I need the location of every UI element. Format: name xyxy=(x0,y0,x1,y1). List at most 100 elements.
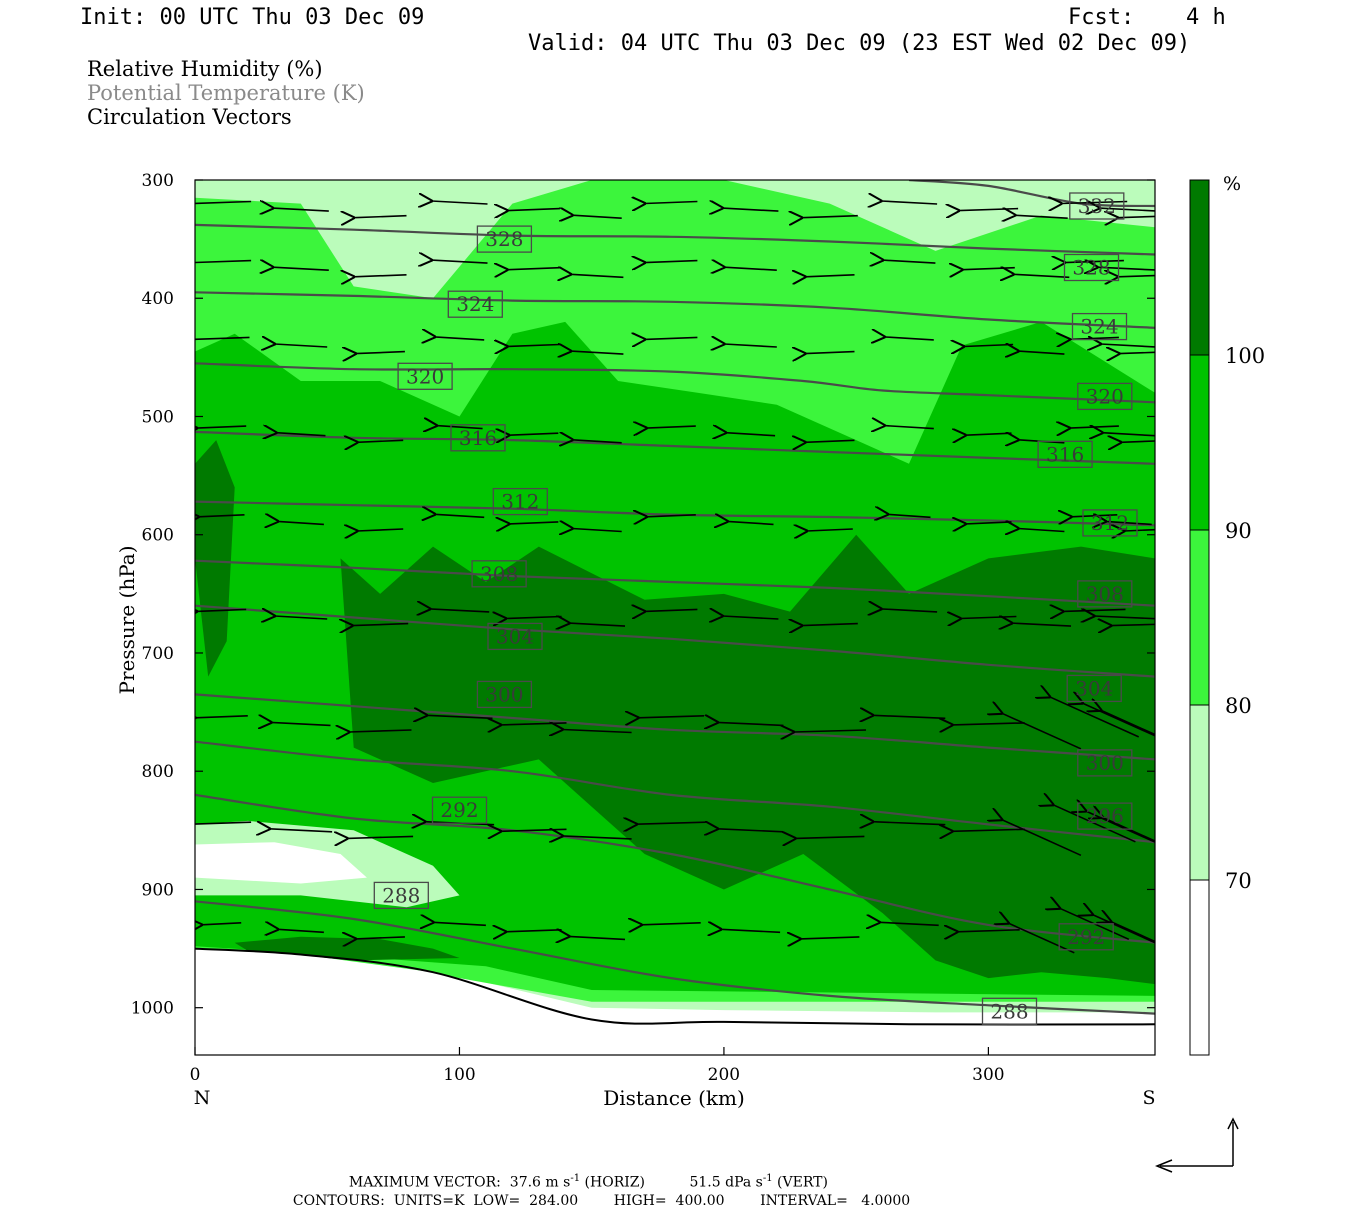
contour-label-text: 304 xyxy=(496,624,534,648)
contour-label-316: 316 xyxy=(450,424,506,452)
vector-arrow xyxy=(507,268,560,270)
vector-arrow xyxy=(638,716,705,718)
contour-label-text: 304 xyxy=(1075,676,1113,700)
vector-arrow xyxy=(427,715,493,718)
contour-label-332: 332 xyxy=(1069,192,1125,220)
contour-label-308: 308 xyxy=(1077,580,1133,608)
field-label-vectors: Circulation Vectors xyxy=(87,105,292,129)
x-tick-label: 300 xyxy=(972,1065,1004,1085)
vector-arrow xyxy=(269,829,333,832)
valid-time: Valid: 04 UTC Thu 03 Dec 09 (23 EST Wed … xyxy=(528,31,1191,56)
vector-arrow xyxy=(273,208,329,211)
max-vector-horiz-tag: (HORIZ) xyxy=(584,1174,645,1191)
vector-arrow xyxy=(271,722,331,725)
contour-label-328: 328 xyxy=(1063,253,1120,282)
vector-arrow xyxy=(569,936,626,939)
contour-label-296: 296 xyxy=(1077,802,1133,830)
vector-arrow xyxy=(572,215,622,218)
contour-label-324: 324 xyxy=(447,290,503,318)
vector-arrow xyxy=(354,275,407,277)
max-vector-vert-value: 51.5 xyxy=(689,1174,721,1191)
colorbar-frame xyxy=(1189,179,1210,1056)
y-tick-label: 400 xyxy=(142,289,174,309)
vector-arrow xyxy=(355,352,405,354)
rh-colorbar: 70 80 90 100% xyxy=(1189,173,1265,1056)
vector-arrow xyxy=(965,433,1012,435)
x-end-label-south: S xyxy=(1142,1087,1155,1109)
vector-arrow xyxy=(197,609,247,611)
colorbar-label: 90 xyxy=(1225,519,1252,543)
vector-arrow xyxy=(435,514,485,517)
theta-contour-288 xyxy=(195,900,1155,1015)
vector-arrow xyxy=(641,923,701,925)
contour-labels: 332 328 324 324 320 320 316 316 312 312 308 308 304 3… xyxy=(373,192,1138,1025)
vector-arrow xyxy=(355,937,405,939)
vector-arrow xyxy=(1119,352,1155,354)
contour-label-text: 324 xyxy=(1080,315,1118,339)
vector-arrow xyxy=(354,216,407,218)
contour-label-292: 292 xyxy=(1058,923,1114,951)
contour-label-text: 308 xyxy=(480,562,518,586)
max-vector-horiz-unit: m s xyxy=(545,1174,571,1191)
contour-label-288: 288 xyxy=(981,997,1038,1025)
contour-label-288: 288 xyxy=(373,881,429,910)
vector-arrow xyxy=(795,836,865,838)
colorbar-segment xyxy=(1190,355,1209,530)
vector-arrow xyxy=(349,730,412,732)
vector-arrow xyxy=(1106,521,1152,524)
vector-arrow xyxy=(357,440,404,442)
vector-arrow xyxy=(276,433,326,436)
vector-arrow xyxy=(879,922,939,925)
vector-arrow xyxy=(509,433,559,435)
vector-arrow xyxy=(965,522,1012,524)
vector-arrow xyxy=(278,929,324,932)
vector-arrow xyxy=(881,609,938,612)
vector-arrow xyxy=(1103,817,1155,842)
max-vector-line: MAXIMUM VECTOR: 37.6 m s-1 (HORIZ) 51.5 … xyxy=(340,1157,828,1191)
circulation-vectors xyxy=(195,201,1155,954)
vector-arrow xyxy=(952,723,1025,725)
vector-arrow xyxy=(717,829,784,832)
vector-arrow xyxy=(645,261,698,263)
plot-frame xyxy=(194,179,1156,1056)
max-vector-vert-tag: (VERT) xyxy=(777,1174,828,1191)
vector-arrow xyxy=(881,201,938,204)
vector-arrow xyxy=(1018,529,1065,532)
vector-arrow xyxy=(645,609,698,611)
y-tick-label: 500 xyxy=(142,408,174,428)
vector-arrow xyxy=(195,716,248,718)
init-time: Init: 00 UTC Thu 03 Dec 09 xyxy=(80,5,425,30)
contour-label-text: 300 xyxy=(1086,751,1124,775)
contour-label-304: 304 xyxy=(1066,674,1122,703)
vector-arrow xyxy=(357,529,404,531)
vector-arrow xyxy=(883,260,936,263)
vector-arrow xyxy=(724,267,777,270)
vector-arrow xyxy=(198,515,245,517)
vector-arrow xyxy=(645,202,698,204)
vector-arrow xyxy=(717,722,784,725)
vector-arrow xyxy=(646,515,696,517)
vector-arrow xyxy=(1050,697,1140,738)
terrain-line xyxy=(195,947,1155,1026)
theta-contour-292 xyxy=(195,793,1155,944)
contour-label-320: 320 xyxy=(397,362,453,390)
vector-arrow xyxy=(884,426,934,429)
theta-contour-320 xyxy=(195,362,1155,404)
x-tick-label: 100 xyxy=(443,1065,475,1085)
y-tick-label: 900 xyxy=(142,881,174,901)
vector-arrow xyxy=(805,440,855,442)
contour-label-text: 332 xyxy=(1078,194,1116,218)
x-end-label-north: N xyxy=(194,1087,211,1109)
vector-arrow xyxy=(722,616,779,619)
vector-arrow xyxy=(431,260,488,263)
vector-arrow xyxy=(431,201,488,204)
contour-label-text: 324 xyxy=(456,292,494,316)
contour-label-text: 312 xyxy=(501,490,539,514)
contour-label-text: 316 xyxy=(459,426,497,450)
field-label-rh: Relative Humidity (%) xyxy=(87,57,323,81)
contour-info-label: CONTOURS: xyxy=(292,1193,385,1209)
vector-arrow xyxy=(1124,529,1155,531)
vector-arrow xyxy=(802,624,858,626)
colorbar-segment xyxy=(1190,180,1209,355)
contour-label-324: 324 xyxy=(1071,312,1128,341)
